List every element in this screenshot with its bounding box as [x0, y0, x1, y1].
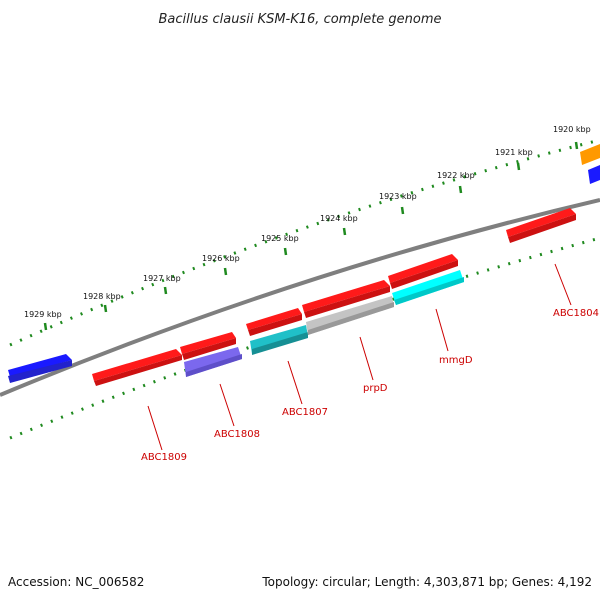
gene-arrow-mmgd-upper[interactable] — [388, 254, 458, 289]
map-title: Bacillus clausii KSM-K16, complete genom… — [158, 12, 441, 27]
gene-arrow-prpd-lower[interactable] — [306, 296, 394, 335]
gene-label-prpd: prpD — [363, 383, 388, 394]
gene-arrow-abc1808-upper[interactable] — [180, 332, 236, 360]
kbp-label-1920: 1920 kbp — [553, 125, 591, 134]
gene-label-leaders — [147, 263, 572, 451]
major-ticks — [43, 141, 579, 331]
gene-arrow-abc1807-upper[interactable] — [246, 308, 302, 336]
gene-arrow-prpd-upper[interactable] — [302, 280, 390, 318]
kbp-label-1922: 1922 kbp — [437, 171, 475, 180]
gene-arrow-abc1809[interactable] — [92, 349, 182, 386]
kbp-label-1925: 1925 kbp — [261, 234, 299, 243]
kbp-label-1924: 1924 kbp — [320, 214, 358, 223]
genome-summary-text: Topology: circular; Length: 4,303,871 bp… — [262, 575, 592, 589]
genome-backbone — [0, 198, 600, 397]
kbp-label-1927: 1927 kbp — [143, 274, 181, 283]
kbp-label-1923: 1923 kbp — [379, 192, 417, 201]
gene-label-abc1807: ABC1807 — [282, 407, 328, 418]
gene-arrow-abc1804[interactable] — [506, 208, 576, 243]
gene-arrow-orange-right[interactable] — [580, 144, 600, 165]
kbp-label-1928: 1928 kbp — [83, 292, 121, 301]
gene-label-abc1809: ABC1809 — [141, 452, 187, 463]
gene-arrow-abc1807-lower[interactable] — [250, 325, 308, 355]
outer-scale-ticks — [9, 138, 600, 347]
gene-arrow-blue-left[interactable] — [8, 354, 72, 383]
gene-arrow-mmgd-lower[interactable] — [392, 270, 464, 305]
gene-label-abc1808: ABC1808 — [214, 429, 260, 440]
accession-text: Accession: NC_006582 — [8, 575, 145, 589]
kbp-label-1929: 1929 kbp — [24, 310, 62, 319]
gene-label-abc1804: ABC1804 — [553, 308, 599, 319]
gene-label-mmgd: mmgD — [439, 355, 473, 366]
gene-arrow-abc1808-lower[interactable] — [184, 347, 242, 377]
kbp-label-1921: 1921 kbp — [495, 148, 533, 157]
kbp-label-1926: 1926 kbp — [202, 254, 240, 263]
gene-arrow-blue-right[interactable] — [588, 165, 600, 184]
